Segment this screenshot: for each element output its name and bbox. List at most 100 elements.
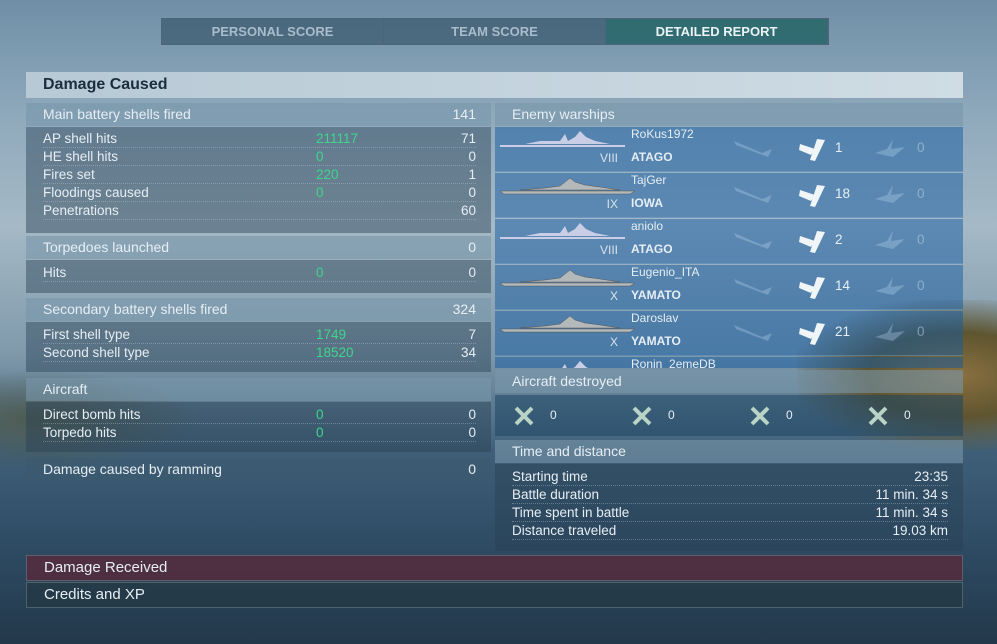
aircraft-destroyed-count: 0 bbox=[904, 408, 911, 422]
tab-detailed-report[interactable]: DETAILED REPORT bbox=[606, 19, 828, 44]
value: 141 bbox=[452, 106, 476, 122]
fire-icon bbox=[875, 231, 905, 249]
shell-hit-icon bbox=[797, 367, 827, 368]
aircraft-destroyed-row: 0 0 0 0 bbox=[495, 395, 963, 436]
stat-row: First shell type 1749 7 bbox=[43, 326, 476, 344]
value: 0 bbox=[468, 239, 476, 255]
stat-row: Hits 0 0 bbox=[43, 264, 476, 282]
ship-name: YAMATO bbox=[631, 334, 681, 348]
fires-count: 0 bbox=[917, 232, 925, 247]
fire-icon bbox=[875, 185, 905, 203]
label: Aircraft destroyed bbox=[512, 373, 622, 389]
aircraft-destroyed-count: 0 bbox=[668, 408, 675, 422]
shell-hits-count: 18 bbox=[835, 186, 851, 201]
ship-name: YAMATO bbox=[631, 288, 681, 302]
stat-row: AP shell hits 211117 71 bbox=[43, 130, 476, 148]
torpedoes-block bbox=[26, 260, 491, 293]
stat-label: AP shell hits bbox=[43, 131, 118, 146]
ship-name: ATAGO bbox=[631, 242, 673, 256]
fires-count: 0 bbox=[917, 278, 925, 293]
stat-label: Torpedo hits bbox=[43, 425, 117, 440]
stat-value: 71 bbox=[460, 131, 476, 146]
stat-secondary-value: 220 bbox=[316, 167, 339, 182]
stat-value: 0 bbox=[468, 425, 476, 440]
enemy-ship-row: VIII RoKus1972 ATAGO 1 0 bbox=[495, 127, 963, 172]
tab-team-score[interactable]: TEAM SCORE bbox=[384, 19, 606, 44]
tab-personal-score[interactable]: PERSONAL SCORE bbox=[162, 19, 384, 44]
stat-value: 23:35 bbox=[914, 469, 948, 484]
ship-name: IOWA bbox=[631, 196, 663, 210]
label: Enemy warships bbox=[512, 106, 615, 122]
aircraft-block bbox=[26, 402, 491, 452]
shell-hits-count: 14 bbox=[835, 278, 851, 293]
stat-label: First shell type bbox=[43, 327, 131, 342]
ship-tier: VIII bbox=[599, 151, 618, 165]
player-name: Daroslav bbox=[631, 311, 679, 325]
ship-silhouette-icon bbox=[500, 269, 636, 287]
label: Main battery shells fired bbox=[43, 106, 191, 122]
enemy-ship-row: X Daroslav YAMATO 21 0 bbox=[495, 311, 963, 356]
stat-value: 0 bbox=[468, 265, 476, 280]
torpedo-hit-icon bbox=[734, 187, 772, 203]
aircraft-destroyed-count: 0 bbox=[550, 408, 557, 422]
shell-hit-icon bbox=[799, 277, 825, 299]
dive-bomber-icon bbox=[868, 406, 888, 426]
shell-hit-icon bbox=[799, 231, 825, 253]
stat-label: Fires set bbox=[43, 167, 95, 182]
stat-row: Time spent in battle 11 min. 34 s bbox=[512, 504, 948, 522]
stat-row: Torpedo hits 0 0 bbox=[43, 424, 476, 442]
shell-hits-count: 2 bbox=[835, 232, 843, 247]
shell-hits-count: 21 bbox=[835, 324, 851, 339]
fires-count: 0 bbox=[917, 324, 925, 339]
stat-secondary-value: 0 bbox=[316, 425, 324, 440]
stat-row: Second shell type 18520 34 bbox=[43, 344, 476, 362]
stat-value: 7 bbox=[468, 327, 476, 342]
stat-value: 11 min. 34 s bbox=[875, 505, 948, 520]
secondary-block bbox=[26, 322, 491, 372]
enemy-warships-list[interactable]: VIII RoKus1972 ATAGO 1 0 IX TajGer IOWA … bbox=[495, 127, 963, 368]
fire-icon bbox=[875, 139, 905, 157]
ship-tier: VIII bbox=[599, 243, 618, 257]
fire-icon bbox=[875, 277, 905, 295]
shell-hit-icon bbox=[799, 185, 825, 207]
stat-label: HE shell hits bbox=[43, 149, 119, 164]
ship-tier: IX bbox=[606, 197, 618, 211]
ship-name: ATAGO bbox=[631, 150, 673, 164]
stat-label: Hits bbox=[43, 265, 67, 280]
torpedo-bomber-icon bbox=[750, 406, 770, 426]
label: Damage caused by ramming bbox=[43, 461, 222, 477]
stat-secondary-value: 0 bbox=[316, 149, 324, 164]
stat-label: Second shell type bbox=[43, 345, 150, 360]
label: Time and distance bbox=[512, 443, 626, 459]
enemy-warships-header: Enemy warships bbox=[495, 103, 963, 126]
fires-count: 0 bbox=[917, 186, 925, 201]
time-distance-block bbox=[495, 464, 963, 551]
aircraft-header: Aircraft bbox=[26, 378, 491, 401]
player-name: TajGer bbox=[631, 173, 667, 187]
ship-silhouette-icon bbox=[500, 177, 636, 195]
stat-secondary-value: 1749 bbox=[316, 327, 347, 342]
stat-secondary-value: 211117 bbox=[316, 131, 359, 146]
stat-secondary-value: 18520 bbox=[316, 345, 354, 360]
player-name: Eugenio_ITA bbox=[631, 265, 700, 279]
player-name: RoKus1972 bbox=[631, 127, 694, 141]
aircraft-destroyed-count: 0 bbox=[786, 408, 793, 422]
fighter-icon bbox=[514, 406, 534, 426]
damage-caused-header[interactable]: Damage Caused bbox=[26, 72, 963, 98]
stat-value: 0 bbox=[468, 407, 476, 422]
stat-row: Floodings caused 0 0 bbox=[43, 184, 476, 202]
torpedo-hit-icon bbox=[734, 279, 772, 295]
stat-secondary-value bbox=[316, 202, 436, 219]
player-name: Ronin_2emeDB bbox=[631, 357, 716, 368]
label: Secondary battery shells fired bbox=[43, 301, 228, 317]
torpedo-hit-icon bbox=[732, 367, 776, 368]
shell-hit-icon bbox=[799, 139, 825, 161]
credits-xp-header[interactable]: Credits and XP bbox=[26, 582, 963, 608]
stat-label: Direct bomb hits bbox=[43, 407, 141, 422]
stat-row: HE shell hits 0 0 bbox=[43, 148, 476, 166]
shell-hit-icon bbox=[799, 323, 825, 345]
main-battery-block bbox=[26, 127, 491, 233]
enemy-ship-row: VIII aniolo ATAGO 2 0 bbox=[495, 219, 963, 264]
damage-received-header[interactable]: Damage Received bbox=[26, 555, 963, 581]
stat-value: 0 bbox=[468, 149, 476, 164]
